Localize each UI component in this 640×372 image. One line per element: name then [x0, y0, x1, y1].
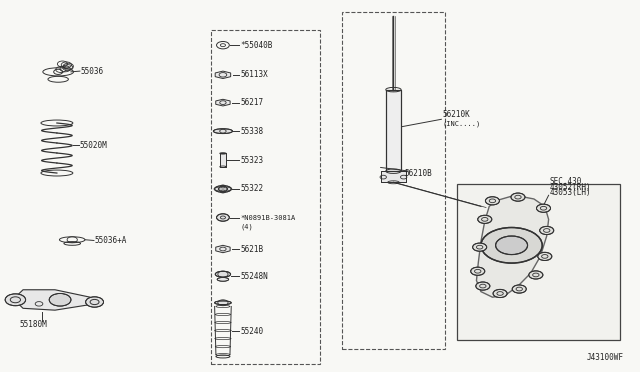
Polygon shape — [215, 71, 230, 78]
Circle shape — [512, 285, 526, 293]
Text: SEC.430: SEC.430 — [550, 177, 582, 186]
Polygon shape — [13, 290, 97, 310]
Text: 55020M: 55020M — [79, 141, 107, 150]
Text: 55036: 55036 — [81, 67, 104, 76]
Text: J43100WF: J43100WF — [586, 353, 623, 362]
Text: 56113X: 56113X — [240, 70, 268, 79]
Ellipse shape — [214, 301, 231, 305]
Circle shape — [540, 227, 554, 235]
Bar — [381, 171, 406, 182]
Ellipse shape — [214, 186, 231, 192]
Polygon shape — [216, 245, 230, 253]
Circle shape — [493, 289, 507, 298]
Circle shape — [481, 228, 542, 263]
Bar — [342, 12, 445, 349]
Bar — [381, 171, 406, 182]
Text: 55240: 55240 — [240, 327, 263, 336]
Text: 55180M: 55180M — [20, 321, 47, 330]
Text: 55323: 55323 — [240, 155, 263, 164]
Ellipse shape — [217, 278, 228, 281]
Bar — [220, 153, 226, 167]
Ellipse shape — [213, 129, 232, 134]
Polygon shape — [216, 99, 230, 106]
Circle shape — [218, 186, 227, 192]
Text: 43052(RH): 43052(RH) — [550, 183, 591, 192]
Text: (INC....): (INC....) — [443, 121, 481, 127]
Text: 56217: 56217 — [240, 98, 263, 107]
Text: *N0891B-3081A: *N0891B-3081A — [240, 215, 296, 221]
Circle shape — [86, 297, 104, 307]
Text: 56210B: 56210B — [405, 169, 433, 178]
Circle shape — [511, 193, 525, 201]
Circle shape — [536, 204, 550, 212]
Circle shape — [470, 267, 484, 275]
Text: 5621B: 5621B — [240, 244, 263, 253]
Text: 56210K: 56210K — [443, 110, 470, 119]
Text: *55040B: *55040B — [240, 41, 273, 50]
Ellipse shape — [215, 271, 230, 277]
Circle shape — [5, 294, 26, 306]
Circle shape — [477, 215, 492, 224]
Circle shape — [495, 236, 527, 254]
Text: 55338: 55338 — [240, 126, 263, 136]
Text: (4): (4) — [240, 224, 253, 230]
Text: 55036+A: 55036+A — [95, 236, 127, 245]
Bar — [386, 90, 401, 171]
Bar — [220, 153, 226, 167]
Circle shape — [529, 271, 543, 279]
Circle shape — [485, 197, 499, 205]
Text: 55248N: 55248N — [240, 272, 268, 281]
Bar — [386, 90, 401, 171]
Bar — [458, 184, 620, 340]
Circle shape — [216, 214, 229, 221]
Circle shape — [538, 252, 552, 260]
Polygon shape — [476, 195, 548, 297]
Circle shape — [476, 282, 490, 290]
Bar — [211, 31, 320, 364]
Circle shape — [472, 243, 486, 251]
Text: 43053(LH): 43053(LH) — [550, 188, 591, 197]
Circle shape — [49, 294, 71, 306]
Text: 55322: 55322 — [240, 185, 263, 193]
